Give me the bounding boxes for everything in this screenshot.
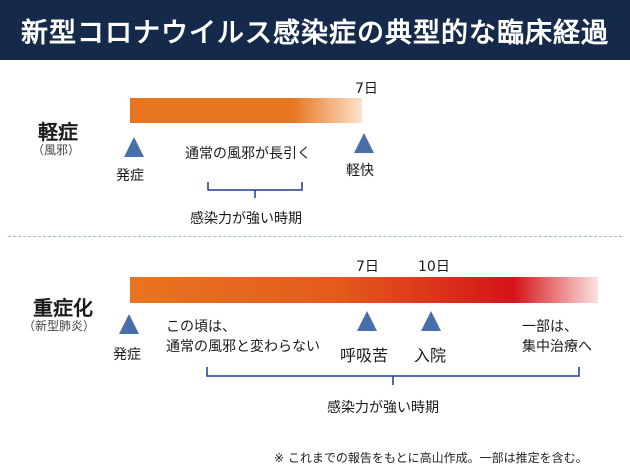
severe-onset-marker-icon: [119, 314, 139, 334]
mild-day7-label: 7日: [355, 81, 378, 97]
mild-onset-marker-icon: [124, 137, 144, 157]
severe-day7-label: 7日: [356, 259, 379, 275]
severe-hospitalization-label: 入院: [414, 346, 447, 365]
severe-icu-line2: 集中治療へ: [522, 339, 592, 355]
header-bar: 新型コロナウイルス感染症の典型的な臨床経過: [0, 0, 630, 60]
severe-onset-label: 発症: [113, 347, 141, 363]
page-title: 新型コロナウイルス感染症の典型的な臨床経過: [21, 17, 609, 49]
severe-dyspnea-marker-icon: [357, 311, 377, 331]
severe-early-note-line2: 通常の風邪と変わらない: [166, 339, 320, 355]
severe-infectious-brace: [206, 367, 580, 385]
mild-timeline-bar: [130, 98, 362, 123]
severe-icu-line1: 一部は、: [522, 319, 578, 335]
mild-relief-marker-icon: [354, 133, 374, 153]
severe-day10-label: 10日: [418, 259, 450, 275]
severe-dyspnea-label: 呼吸苦: [340, 346, 389, 365]
section-divider: [8, 236, 622, 237]
severe-early-note-line1: この頃は、: [166, 319, 236, 335]
severe-hospitalization-marker-icon: [421, 311, 441, 331]
severe-timeline-bar: [130, 277, 598, 303]
mild-relief-label: 軽快: [346, 163, 374, 179]
mild-onset-label: 発症: [116, 168, 144, 184]
mild-infectious-period-label: 感染力が強い時期: [190, 211, 302, 227]
mild-section-title: 軽症: [38, 120, 78, 144]
severe-section-title: 重症化: [33, 296, 93, 320]
mild-section-subtitle: （風邪）: [32, 143, 81, 157]
footnote: ※ これまでの報告をもとに高山作成。一部は推定を含む。: [274, 451, 588, 465]
severe-infectious-period-label: 感染力が強い時期: [327, 400, 439, 416]
mild-infectious-brace: [207, 182, 303, 198]
severe-section-subtitle: （新型肺炎）: [23, 319, 96, 333]
mild-middle-note: 通常の風邪が長引く: [185, 146, 311, 162]
